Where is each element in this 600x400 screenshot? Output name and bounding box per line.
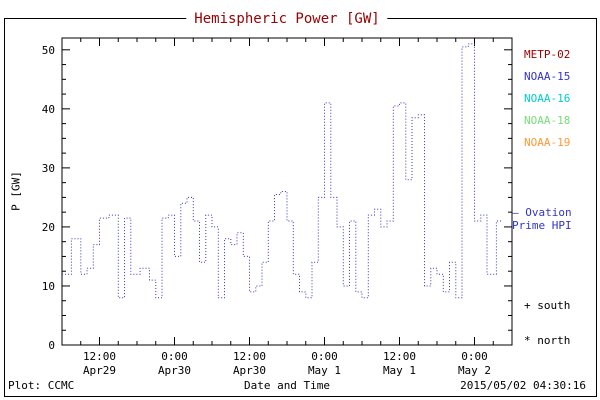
plot-source-label: Plot: CCMC: [8, 379, 75, 392]
svg-text:30: 30: [42, 162, 55, 175]
satellite-legend: METP-02 NOAA-15 NOAA-16 NOAA-18 NOAA-19: [524, 44, 570, 154]
svg-text:0: 0: [48, 339, 55, 352]
svg-text:May 2: May 2: [458, 364, 491, 377]
legend-item-noaa-16: NOAA-16: [524, 92, 571, 105]
svg-text:May 1: May 1: [308, 364, 341, 377]
y-axis-label: P [GW]: [9, 171, 23, 211]
asterisk-marker-icon: *: [524, 334, 531, 347]
svg-text:50: 50: [42, 44, 55, 57]
svg-text:0:00: 0:00: [461, 350, 488, 363]
ovation-label: – Ovation Prime HPI: [512, 206, 572, 232]
svg-text:12:00: 12:00: [83, 350, 116, 363]
ovation-line2: Prime HPI: [512, 219, 572, 232]
svg-text:0:00: 0:00: [311, 350, 338, 363]
plot-timestamp: 2015/05/02 04:30:16: [460, 379, 586, 392]
south-label: south: [537, 299, 571, 312]
svg-text:12:00: 12:00: [233, 350, 266, 363]
chart-title: Hemispheric Power [GW]: [186, 11, 388, 27]
svg-text:May 1: May 1: [383, 364, 416, 377]
legend-item-noaa-15: NOAA-15: [524, 70, 571, 83]
legend-item-noaa-18: NOAA-18: [524, 114, 571, 127]
x-axis-label: Date and Time: [243, 379, 331, 392]
svg-text:Apr30: Apr30: [158, 364, 191, 377]
legend-item-metp-02: METP-02: [524, 48, 571, 61]
svg-text:20: 20: [42, 221, 55, 234]
ovation-line1: – Ovation: [512, 206, 572, 219]
svg-text:Apr30: Apr30: [233, 364, 266, 377]
north-marker-legend: * north: [524, 334, 570, 347]
svg-text:0:00: 0:00: [161, 350, 188, 363]
svg-text:40: 40: [42, 103, 55, 116]
svg-text:Apr29: Apr29: [83, 364, 116, 377]
legend-item-noaa-19: NOAA-19: [524, 136, 571, 149]
south-marker-legend: + south: [524, 299, 570, 312]
svg-text:12:00: 12:00: [383, 350, 416, 363]
north-label: north: [537, 334, 571, 347]
svg-text:10: 10: [42, 280, 55, 293]
plus-marker-icon: +: [524, 299, 531, 312]
